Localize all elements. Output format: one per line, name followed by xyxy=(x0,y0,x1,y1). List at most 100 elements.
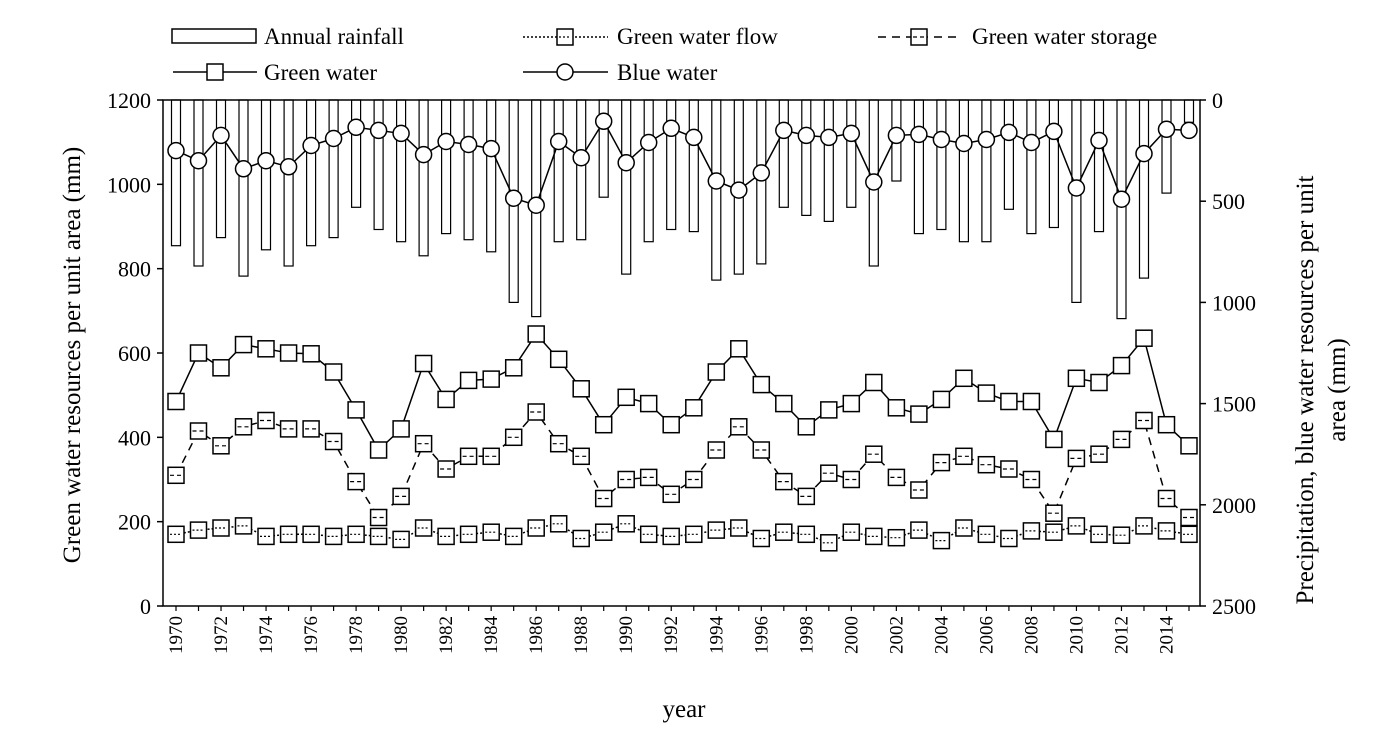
y-axis-title-right-line2: area (mm) xyxy=(1324,338,1351,441)
green-water-point xyxy=(234,335,253,354)
green-water-storage-point xyxy=(437,460,455,478)
green-water-storage-point xyxy=(594,489,613,508)
green-water-storage-point xyxy=(1000,460,1018,478)
blue-water-point xyxy=(437,132,455,151)
green-water-point xyxy=(347,401,365,419)
green-water-storage-point xyxy=(639,468,658,487)
x-tick-label: 2000 xyxy=(841,616,862,654)
blue-water-point xyxy=(234,160,253,178)
rainfall-bar xyxy=(306,99,317,247)
blue-water-point xyxy=(414,145,433,164)
green-water-point xyxy=(1045,430,1063,449)
green-water-point xyxy=(504,359,523,377)
green-water-point xyxy=(1067,369,1086,388)
rainfall-bar xyxy=(756,99,767,265)
blue-water-point xyxy=(167,141,185,160)
legend-green-flow-label: Green water flow xyxy=(617,24,778,49)
green-water-storage-point xyxy=(414,434,433,453)
blue-water-point xyxy=(977,130,996,149)
x-tick-label: 2010 xyxy=(1066,616,1087,654)
x-tick-label: 1998 xyxy=(796,616,817,654)
green-water-point xyxy=(482,370,500,388)
rainfall-bar xyxy=(193,99,204,267)
y-tick-label-right: 2000 xyxy=(1212,493,1256,518)
blue-water-point xyxy=(685,128,703,147)
green-water-storage-point xyxy=(1157,489,1176,508)
green-water-point xyxy=(527,325,545,343)
green-water-storage-point xyxy=(279,420,298,438)
green-water-point xyxy=(955,369,973,388)
blue-water-point xyxy=(797,126,816,145)
blue-water-point xyxy=(594,112,613,131)
blue-water-point xyxy=(1180,121,1198,140)
green-water-point xyxy=(302,345,320,363)
green-water-storage-point xyxy=(482,447,500,466)
blue-water-point xyxy=(1157,120,1176,139)
green-water-point xyxy=(549,350,568,369)
green-water-point xyxy=(392,420,410,438)
green-water-storage-point xyxy=(459,447,478,466)
y-tick-label-right: 500 xyxy=(1212,189,1245,214)
blue-water-point xyxy=(1045,122,1063,141)
legend-rainfall-label: Annual rainfall xyxy=(264,24,404,49)
x-tick-label: 2004 xyxy=(931,616,952,655)
green-water-point xyxy=(369,441,388,459)
blue-water-point xyxy=(1022,133,1041,152)
green-water-storage-point xyxy=(572,447,590,466)
y-tick-label-left: 800 xyxy=(118,257,151,282)
green-water-point xyxy=(167,392,185,411)
green-water-storage-point xyxy=(662,485,680,504)
green-water-point xyxy=(730,340,748,358)
x-tick-label: 1980 xyxy=(391,616,412,654)
rainfall-bar xyxy=(846,99,857,208)
x-tick-label: 1978 xyxy=(346,616,367,654)
blue-water-point xyxy=(459,135,478,154)
blue-water-point xyxy=(549,132,568,151)
green-water-point xyxy=(1180,437,1198,455)
green-water-line xyxy=(175,332,1190,452)
legend-blue-water-label: Blue water xyxy=(617,60,718,85)
rainfall-bar xyxy=(801,99,812,217)
green-water-point xyxy=(617,388,635,407)
green-water-point xyxy=(1090,373,1108,392)
x-tick-label: 2006 xyxy=(976,616,997,654)
rainfall-bar xyxy=(351,99,362,208)
rainfall-bar xyxy=(913,99,925,235)
legend-rainfall-swatch xyxy=(171,28,257,44)
blue-water-point xyxy=(639,133,658,152)
green-water-storage-point xyxy=(527,403,545,421)
legend-blue-water-marker xyxy=(556,63,574,81)
rainfall-bar xyxy=(373,99,384,231)
rainfall-bar xyxy=(666,99,677,231)
legend: Annual rainfall Green water flow Green w… xyxy=(171,24,1157,85)
blue-water-point xyxy=(707,172,726,190)
y-axis-title-left: Green water resources per unit area (mm) xyxy=(59,147,86,563)
blue-water-point xyxy=(730,181,748,199)
rainfall-bar xyxy=(1048,99,1060,229)
rainfall-bar xyxy=(418,99,429,257)
rainfall-bar xyxy=(621,99,632,275)
x-tick-label: 2014 xyxy=(1157,616,1178,655)
x-tick-label: 1976 xyxy=(301,616,322,654)
x-tick-label: 1988 xyxy=(571,616,592,654)
green-water-point xyxy=(685,399,703,417)
rainfall-bar xyxy=(711,99,722,281)
x-tick-label: 1992 xyxy=(661,616,682,654)
blue-water-point xyxy=(527,196,545,214)
green-water-storage-point xyxy=(189,422,208,440)
y-tick-label-left: 1000 xyxy=(107,172,151,197)
green-water-storage-point xyxy=(302,420,320,438)
rainfall-bar xyxy=(1071,99,1082,303)
x-tick-label: 2012 xyxy=(1112,616,1133,654)
blue-water-point xyxy=(324,129,343,148)
green-water-point xyxy=(459,371,478,390)
blue-water-line xyxy=(175,119,1190,207)
blue-water-point xyxy=(369,121,388,140)
green-water-point xyxy=(820,401,838,419)
blue-water-point xyxy=(775,121,793,140)
x-tick-label: 1970 xyxy=(166,616,187,654)
rainfall-bar xyxy=(936,99,947,231)
green-water-storage-point xyxy=(977,455,996,474)
blue-water-point xyxy=(212,126,230,145)
rainfall-bar xyxy=(1138,99,1150,279)
